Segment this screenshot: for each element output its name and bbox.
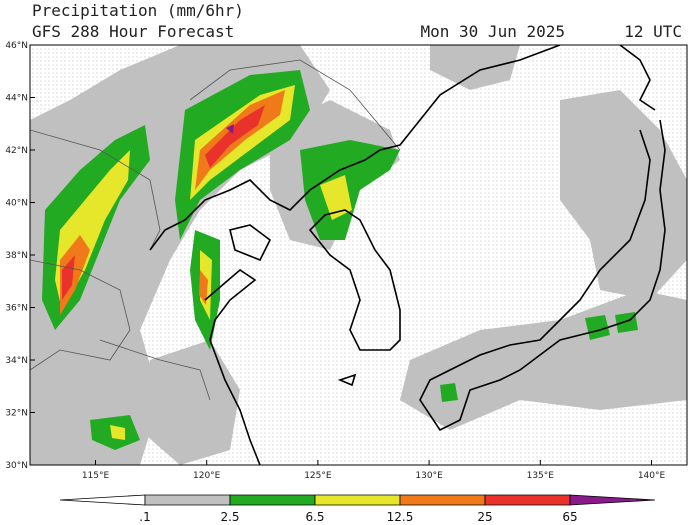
colorbar-segment: [484, 494, 571, 506]
lat-label: 46°N: [5, 41, 28, 51]
lat-label: 34°N: [5, 356, 28, 366]
lon-label: 130°E: [415, 471, 443, 481]
lon-label: 115°E: [82, 471, 110, 481]
title: Precipitation (mm/6hr): [32, 1, 244, 20]
lat-label: 42°N: [5, 146, 28, 156]
lat-label: 38°N: [5, 251, 28, 261]
time: 12 UTC: [624, 22, 682, 41]
lat-label: 32°N: [5, 409, 28, 419]
lat-label: 36°N: [5, 304, 28, 314]
subtitle: GFS 288 Hour Forecast: [32, 22, 234, 41]
colorbar-segment: [59, 494, 146, 506]
lon-label: 135°E: [527, 471, 555, 481]
colorbar-segment: [144, 494, 231, 506]
lat-label: 40°N: [5, 199, 28, 209]
lat-label: 44°N: [5, 94, 28, 104]
lon-label: 140°E: [638, 471, 666, 481]
colorbar-label: 12.5: [387, 510, 414, 524]
colorbar-label: .1: [139, 510, 150, 524]
colorbar-label: 2.5: [220, 510, 239, 524]
colorbar-segment: [229, 494, 316, 506]
colorbar-segment: [399, 494, 486, 506]
lon-label: 120°E: [193, 471, 221, 481]
lat-label: 30°N: [5, 461, 28, 471]
colorbar-label: 65: [562, 510, 577, 524]
colorbar-label: 25: [477, 510, 492, 524]
colorbar-label: 6.5: [305, 510, 324, 524]
colorbar-segment: [569, 494, 656, 506]
colorbar-segment: [314, 494, 401, 506]
lon-label: 125°E: [304, 471, 332, 481]
map-field: [30, 45, 687, 465]
date: Mon 30 Jun 2025: [421, 22, 566, 41]
